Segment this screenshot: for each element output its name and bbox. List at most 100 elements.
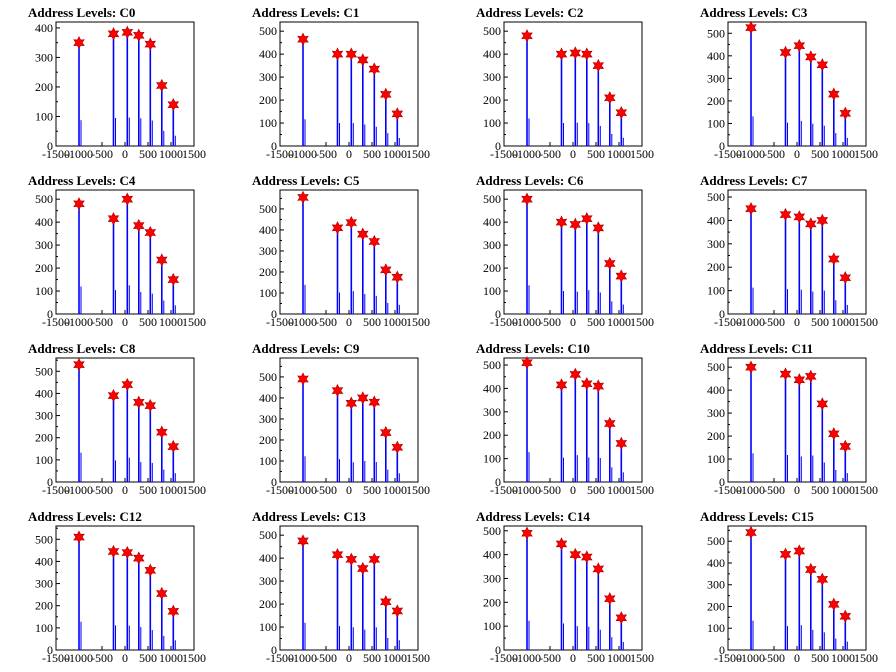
y-tick-label: 500: [707, 190, 725, 204]
histogram-panel-c8: Address Levels: C8 0 100 200 300 400 500 -1500-…: [0, 336, 224, 504]
y-tick-label: 100: [483, 116, 501, 130]
peak-marker-star: [368, 395, 381, 409]
x-tick-label: -500: [539, 315, 561, 329]
peak-marker-star: [521, 192, 533, 206]
y-tick-label: 0: [47, 475, 53, 489]
peak-marker-star: [555, 378, 568, 392]
y-tick-label: 500: [259, 202, 277, 216]
peak-marker-star: [793, 39, 806, 53]
x-tick-label: -1500: [714, 483, 742, 497]
x-tick-label: -1000: [513, 651, 541, 665]
y-tick-label: 500: [483, 192, 501, 206]
y-tick-label: 400: [259, 391, 277, 405]
y-tick-label: 300: [483, 571, 501, 585]
y-tick-label: 100: [35, 453, 53, 467]
panel-title: Address Levels: C7: [700, 173, 808, 188]
panel-title: Address Levels: C14: [476, 509, 590, 524]
y-tick-label: 200: [483, 93, 501, 107]
y-tick-label: 300: [483, 238, 501, 252]
x-tick-label: 1500: [406, 147, 430, 161]
peak-marker-star: [331, 47, 344, 61]
y-tick-label: 0: [719, 139, 725, 153]
x-tick-label: -500: [91, 147, 113, 161]
x-tick-label: -500: [539, 483, 561, 497]
x-tick-label: 1500: [630, 315, 654, 329]
x-tick-label: -1000: [65, 651, 93, 665]
peak-marker-star: [380, 595, 392, 609]
x-tick-label: -1000: [513, 315, 541, 329]
x-tick-label: -1500: [490, 651, 518, 665]
peak-marker-star: [107, 544, 120, 559]
x-tick-label: 500: [139, 315, 157, 329]
x-tick-label: 0: [794, 147, 800, 161]
y-tick-label: 400: [707, 49, 725, 63]
x-tick-label: 1500: [182, 315, 206, 329]
peak-marker-star: [357, 391, 369, 405]
peak-marker-star: [121, 545, 134, 560]
histogram-plot: 0 100 200 300 400 -1500-1000-500 0 500 1000 1500: [35, 21, 206, 161]
x-tick-label: 500: [811, 147, 829, 161]
y-tick-label: 300: [483, 405, 501, 419]
y-tick-label: 400: [35, 386, 53, 400]
peak-marker-star: [144, 563, 157, 577]
y-tick-label: 100: [483, 619, 501, 633]
histogram-panel-c9: Address Levels: C9 0 100 200 300 400 500 -1500-…: [224, 336, 448, 504]
y-tick-label: 100: [707, 621, 725, 635]
peak-marker-star: [345, 396, 358, 410]
histogram-panel-c13: Address Levels: C13 0 100 200 300 400 500 -1500…: [224, 504, 448, 672]
x-tick-label: 1000: [607, 651, 631, 665]
x-tick-label: 1000: [607, 147, 631, 161]
peak-marker-star: [816, 572, 829, 586]
peak-marker-star: [133, 218, 145, 233]
peak-marker-star: [73, 530, 85, 544]
y-tick-label: 300: [707, 578, 725, 592]
y-tick-label: 400: [707, 383, 725, 397]
x-tick-label: 1000: [831, 147, 855, 161]
x-tick-label: -1000: [289, 315, 317, 329]
peak-marker-star: [839, 271, 852, 285]
y-tick-label: 0: [47, 643, 53, 657]
peak-marker-star: [121, 377, 134, 392]
peak-marker-star: [828, 252, 840, 266]
y-tick-label: 100: [707, 116, 725, 130]
peak-marker-star: [779, 207, 792, 222]
y-tick-label: 500: [35, 364, 53, 378]
peak-marker-star: [357, 227, 369, 241]
y-tick-label: 200: [259, 433, 277, 447]
x-tick-label: 1000: [159, 315, 183, 329]
x-tick-label: 1500: [406, 651, 430, 665]
x-tick-label: 0: [794, 315, 800, 329]
y-tick-label: 100: [707, 452, 725, 466]
x-tick-label: -1500: [42, 483, 70, 497]
x-tick-label: -1000: [289, 651, 317, 665]
peak-marker-star: [581, 212, 593, 226]
y-tick-label: 0: [719, 475, 725, 489]
peak-marker-star: [167, 272, 180, 287]
y-tick-label: 300: [35, 409, 53, 423]
peak-marker-star: [615, 269, 628, 283]
y-tick-label: 300: [35, 50, 53, 64]
x-tick-label: 1500: [854, 315, 878, 329]
peak-marker-star: [297, 190, 309, 205]
y-tick-label: 400: [35, 21, 53, 35]
peak-marker-star: [331, 548, 344, 562]
peak-marker-star: [555, 537, 568, 551]
y-tick-label: 0: [271, 643, 277, 657]
x-tick-label: 1000: [383, 483, 407, 497]
peak-marker-star: [569, 46, 582, 60]
y-tick-label: 0: [719, 307, 725, 321]
panel-title: Address Levels: C3: [700, 5, 808, 20]
peak-marker-star: [368, 552, 381, 566]
x-tick-label: -500: [315, 651, 337, 665]
histogram-panel-c6: Address Levels: C6 0 100 200 300 400 500 -1500-…: [448, 168, 672, 336]
x-tick-label: -1500: [266, 315, 294, 329]
y-tick-label: 200: [707, 599, 725, 613]
y-tick-label: 300: [707, 237, 725, 251]
y-tick-label: 300: [707, 71, 725, 85]
histogram-panel-c5: Address Levels: C5 0 100 200 300 400 500 -1500-…: [224, 168, 448, 336]
